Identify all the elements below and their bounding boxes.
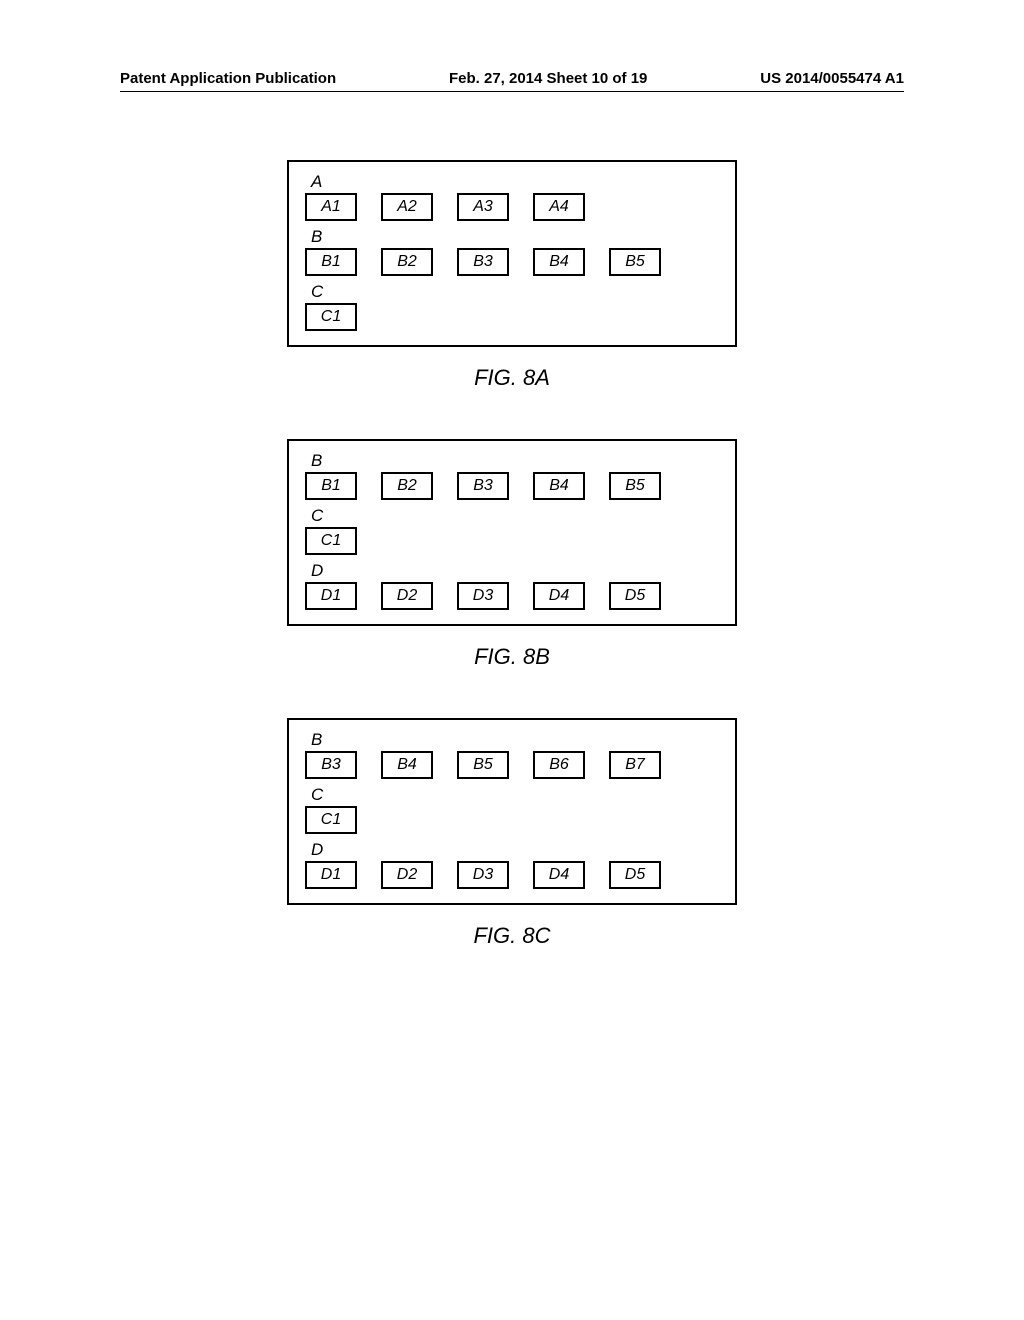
cell-box: D3 [457,582,509,610]
row-label: B [311,227,719,247]
cell-box: B3 [305,751,357,779]
cell-box: B5 [609,248,661,276]
box-row: B3 B4 B5 B6 B7 [305,751,719,779]
cell-box: B4 [533,472,585,500]
row-group-b: B B3 B4 B5 B6 B7 [305,730,719,779]
cell-box: A2 [381,193,433,221]
row-label: C [311,282,719,302]
box-row: B1 B2 B3 B4 B5 [305,472,719,500]
cell-box: B6 [533,751,585,779]
row-label: D [311,561,719,581]
box-row: D1 D2 D3 D4 D5 [305,582,719,610]
cell-box: B5 [609,472,661,500]
row-label: A [311,172,719,192]
cell-box: D2 [381,582,433,610]
row-group-c: C C1 [305,785,719,834]
row-group-c: C C1 [305,506,719,555]
cell-box: A1 [305,193,357,221]
box-row: C1 [305,527,719,555]
cell-box: D3 [457,861,509,889]
cell-box: D2 [381,861,433,889]
figure-caption: FIG. 8A [474,365,550,391]
figure-8c: B B3 B4 B5 B6 B7 C C1 D [287,718,737,949]
row-label: B [311,451,719,471]
cell-box: A4 [533,193,585,221]
figure-8a-panel: A A1 A2 A3 A4 B B1 B2 B3 B4 B5 [287,160,737,347]
cell-box: C1 [305,303,357,331]
row-group-a: A A1 A2 A3 A4 [305,172,719,221]
cell-box: D1 [305,582,357,610]
box-row: A1 A2 A3 A4 [305,193,719,221]
cell-box: C1 [305,806,357,834]
row-group-b: B B1 B2 B3 B4 B5 [305,451,719,500]
header-left: Patent Application Publication [120,70,336,87]
box-row: C1 [305,303,719,331]
row-label: C [311,506,719,526]
header-center: Feb. 27, 2014 Sheet 10 of 19 [449,70,647,87]
box-row: B1 B2 B3 B4 B5 [305,248,719,276]
figures-content: A A1 A2 A3 A4 B B1 B2 B3 B4 B5 [0,160,1024,997]
cell-box: B3 [457,248,509,276]
row-group-d: D D1 D2 D3 D4 D5 [305,561,719,610]
cell-box: A3 [457,193,509,221]
cell-box: D5 [609,582,661,610]
header-right: US 2014/0055474 A1 [760,70,904,87]
box-row: D1 D2 D3 D4 D5 [305,861,719,889]
cell-box: B2 [381,248,433,276]
cell-box: D4 [533,861,585,889]
figure-caption: FIG. 8C [473,923,550,949]
row-label: B [311,730,719,750]
row-group-c: C C1 [305,282,719,331]
figure-caption: FIG. 8B [474,644,550,670]
row-group-b: B B1 B2 B3 B4 B5 [305,227,719,276]
figure-8c-panel: B B3 B4 B5 B6 B7 C C1 D [287,718,737,905]
cell-box: B3 [457,472,509,500]
cell-box: B1 [305,472,357,500]
figure-8a: A A1 A2 A3 A4 B B1 B2 B3 B4 B5 [287,160,737,391]
cell-box: D4 [533,582,585,610]
patent-page: Patent Application Publication Feb. 27, … [0,0,1024,1320]
cell-box: B5 [457,751,509,779]
cell-box: D1 [305,861,357,889]
cell-box: B4 [533,248,585,276]
cell-box: D5 [609,861,661,889]
figure-8b-panel: B B1 B2 B3 B4 B5 C C1 D [287,439,737,626]
box-row: C1 [305,806,719,834]
cell-box: C1 [305,527,357,555]
cell-box: B1 [305,248,357,276]
row-label: C [311,785,719,805]
figure-8b: B B1 B2 B3 B4 B5 C C1 D [287,439,737,670]
row-label: D [311,840,719,860]
cell-box: B2 [381,472,433,500]
page-header: Patent Application Publication Feb. 27, … [120,70,904,92]
cell-box: B4 [381,751,433,779]
row-group-d: D D1 D2 D3 D4 D5 [305,840,719,889]
cell-box: B7 [609,751,661,779]
